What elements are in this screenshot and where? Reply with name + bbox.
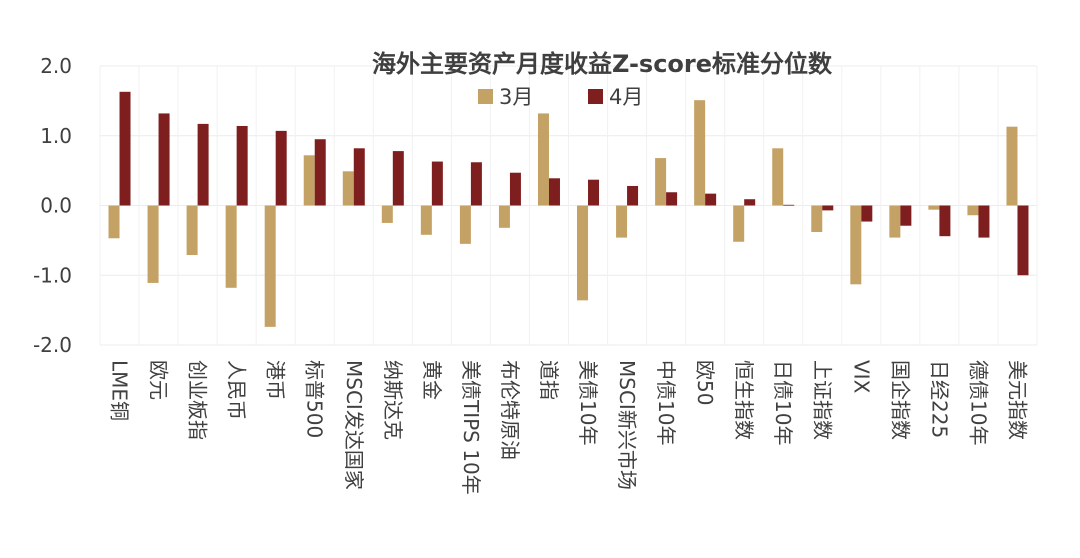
bar-3月-美债TIPS 10年	[459, 205, 471, 244]
bar-3月-美债10年	[577, 205, 589, 301]
x-tick-label: 恒生指数	[732, 360, 756, 440]
bar-3月-上证指数	[811, 205, 823, 233]
bar-4月-纳斯达克	[392, 151, 404, 206]
bar-4月-标普500	[314, 139, 326, 206]
y-tick-label: 2.0	[40, 54, 72, 78]
bars	[108, 91, 1029, 327]
bar-3月-欧元	[147, 205, 159, 283]
bar-4月-LME铜	[119, 91, 131, 206]
chart-title: 海外主要资产月度收益Z-score标准分位数	[372, 50, 833, 78]
bar-4月-布伦特原油	[509, 172, 521, 206]
bar-4月-人民币	[236, 125, 248, 206]
legend-swatch-4月	[588, 89, 603, 104]
x-tick-label: 国企指数	[888, 360, 912, 440]
x-tick-label: 欧元	[147, 360, 171, 400]
x-tick-label: 欧50	[693, 360, 717, 405]
bar-4月-日债10年	[783, 204, 795, 206]
bar-3月-欧50	[694, 100, 706, 206]
bar-4月-德债10年	[978, 205, 990, 238]
x-tick-label: 美债TIPS 10年	[459, 360, 483, 495]
bar-3月-创业板指	[186, 205, 198, 256]
bar-3月-德债10年	[967, 205, 979, 216]
y-tick-label: -1.0	[33, 263, 72, 287]
bar-4月-创业板指	[197, 123, 209, 206]
bar-4月-恒生指数	[744, 199, 756, 206]
x-tick-label: MSCI新兴市场	[615, 360, 639, 490]
bar-3月-中债10年	[655, 158, 667, 206]
gridlines	[99, 65, 1038, 346]
bar-3月-日经225	[928, 205, 940, 210]
y-tick-label: -2.0	[33, 333, 72, 357]
bar-3月-港币	[264, 205, 276, 327]
bar-4月-MSCI新兴市场	[627, 185, 639, 206]
bar-4月-欧50	[705, 193, 717, 206]
bar-4月-MSCI发达国家	[353, 148, 365, 206]
x-tick-label: 日债10年	[771, 360, 795, 445]
bar-3月-国企指数	[889, 205, 901, 238]
bar-4月-上证指数	[822, 205, 834, 211]
x-axis: LME铜 欧元 创业板指 人民币 港币 标普500 MSCI发达国家 纳斯达克 黄金 美债TIPS…	[108, 360, 1030, 495]
y-tick-label: 1.0	[40, 124, 72, 148]
bar-4月-国企指数	[900, 205, 912, 226]
x-tick-label: 中债10年	[654, 360, 678, 445]
bar-4月-道指	[548, 178, 560, 206]
bar-3月-布伦特原油	[498, 205, 510, 228]
bar-3月-MSCI发达国家	[342, 171, 354, 206]
x-tick-label: 布伦特原油	[498, 360, 522, 460]
bar-4月-VIX	[861, 205, 873, 222]
bar-4月-美债10年	[588, 179, 600, 206]
bar-3月-纳斯达克	[381, 205, 393, 223]
x-tick-label: VIX	[849, 360, 873, 394]
bar-3月-黄金	[420, 205, 432, 235]
bar-3月-人民币	[225, 205, 237, 288]
x-tick-label: 标普500	[303, 360, 327, 438]
bar-3月-LME铜	[108, 205, 120, 239]
bar-4月-美债TIPS 10年	[470, 162, 482, 206]
x-tick-label: 日经225	[927, 360, 951, 438]
x-tick-label: 纳斯达克	[381, 360, 405, 440]
x-tick-label: 黄金	[420, 360, 444, 400]
bar-3月-美元指数	[1006, 126, 1018, 206]
legend: 3月 4月	[478, 85, 643, 109]
x-tick-label: 道指	[537, 360, 561, 400]
bar-4月-欧元	[158, 113, 170, 206]
x-tick-label: MSCI发达国家	[342, 360, 366, 490]
legend-swatch-3月	[478, 89, 493, 104]
bar-4月-港币	[275, 130, 287, 206]
bar-3月-MSCI新兴市场	[616, 205, 628, 238]
x-tick-label: 美债10年	[576, 360, 600, 445]
bar-4月-日经225	[939, 205, 951, 237]
bar-3月-恒生指数	[733, 205, 745, 242]
x-tick-label: 德债10年	[966, 360, 990, 445]
x-tick-label: 港币	[264, 360, 288, 400]
bar-3月-日债10年	[772, 148, 784, 206]
y-tick-label: 0.0	[40, 194, 72, 218]
x-tick-label: 美元指数	[1005, 360, 1029, 440]
x-tick-label: LME铜	[108, 360, 132, 421]
bar-4月-美元指数	[1017, 205, 1029, 276]
bar-3月-道指	[537, 113, 549, 206]
legend-label-4月: 4月	[609, 85, 643, 109]
bar-4月-中债10年	[666, 192, 678, 206]
bar-3月-标普500	[303, 155, 315, 206]
legend-label-3月: 3月	[499, 85, 533, 109]
y-axis: 2.0 1.0 0.0 -1.0 -2.0	[33, 54, 72, 357]
bar-3月-VIX	[850, 205, 862, 285]
x-tick-label: 创业板指	[186, 360, 210, 440]
x-tick-label: 人民币	[225, 360, 249, 420]
bar-4月-黄金	[431, 161, 443, 206]
x-tick-label: 上证指数	[810, 360, 834, 440]
